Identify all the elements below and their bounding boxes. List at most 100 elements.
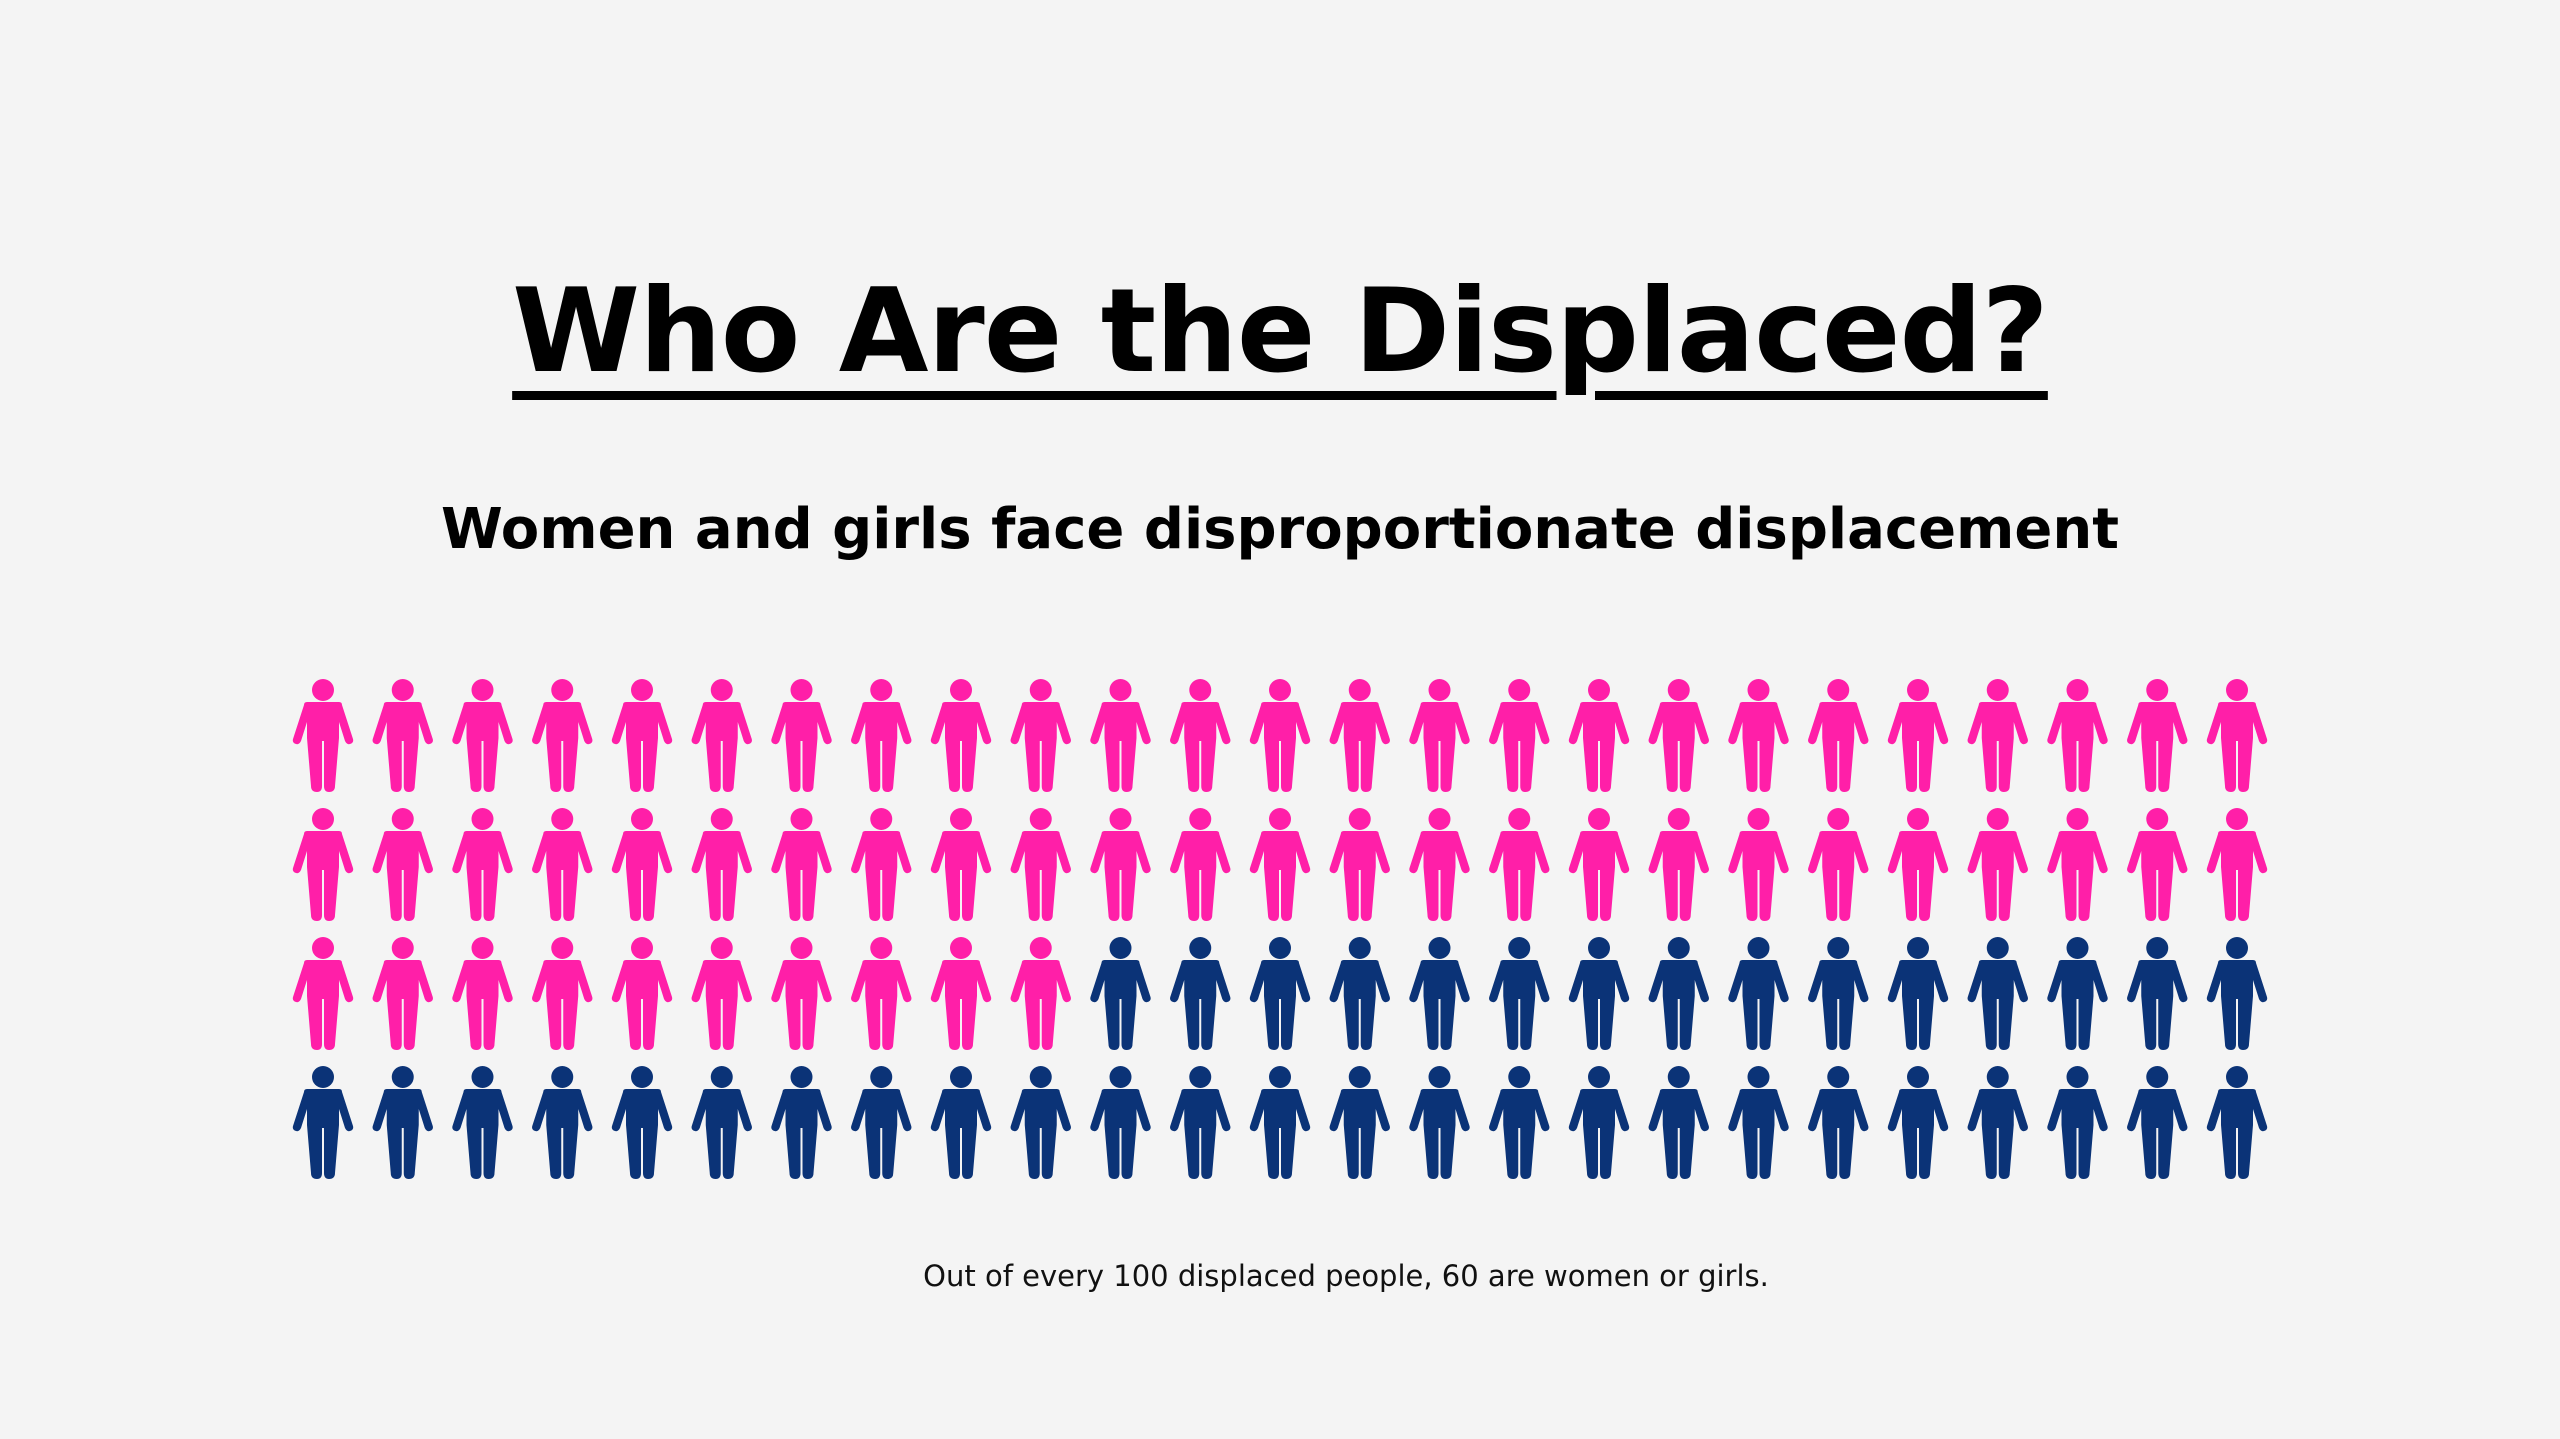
person-icon xyxy=(1728,808,1789,921)
person-icon xyxy=(1728,1066,1789,1179)
person-icon xyxy=(1329,937,1390,1050)
person-icon xyxy=(532,1066,593,1179)
person-icon xyxy=(1887,1066,1949,1179)
person-icon xyxy=(930,937,992,1050)
person-icon xyxy=(2127,1066,2188,1179)
person-icon xyxy=(532,808,593,921)
person-icon xyxy=(372,1066,433,1179)
person-icon xyxy=(851,679,912,792)
person-icon xyxy=(1170,679,1231,792)
person-icon xyxy=(1808,679,1869,792)
person-icon xyxy=(1489,808,1550,921)
person-icon xyxy=(851,1066,912,1179)
person-icon xyxy=(1489,937,1550,1050)
person-icon xyxy=(691,937,752,1050)
person-icon xyxy=(2047,937,2108,1050)
person-icon xyxy=(1489,679,1550,792)
person-icon xyxy=(2127,937,2188,1050)
person-icon xyxy=(1329,679,1390,792)
person-icon xyxy=(292,1066,354,1179)
chart-caption: Out of every 100 displaced people, 60 ar… xyxy=(923,1259,1769,1293)
person-icon xyxy=(2127,679,2188,792)
person-icon xyxy=(452,937,513,1050)
person-icon xyxy=(452,808,513,921)
person-icon xyxy=(292,808,354,921)
person-icon xyxy=(532,937,593,1050)
person-icon xyxy=(1090,808,1151,921)
person-icon xyxy=(372,808,433,921)
person-icon xyxy=(1409,808,1470,921)
person-icon xyxy=(771,808,832,921)
person-icon xyxy=(1568,937,1630,1050)
person-icon xyxy=(1728,937,1789,1050)
person-icon xyxy=(1010,808,1071,921)
page-subtitle: Women and girls face disproportionate di… xyxy=(440,497,2120,562)
person-icon xyxy=(611,679,673,792)
person-icon xyxy=(292,679,354,792)
person-icon xyxy=(1728,679,1789,792)
person-icon xyxy=(1568,679,1630,792)
person-icon xyxy=(1887,937,1949,1050)
person-icon xyxy=(1249,679,1311,792)
person-icon xyxy=(1170,937,1231,1050)
person-icon xyxy=(1249,808,1311,921)
person-icon xyxy=(771,679,832,792)
person-icon xyxy=(452,679,513,792)
person-icon xyxy=(1808,1066,1869,1179)
person-icon xyxy=(930,679,992,792)
person-icon xyxy=(2047,808,2108,921)
person-icon xyxy=(1170,808,1231,921)
person-icon xyxy=(611,808,673,921)
person-icon xyxy=(2206,937,2268,1050)
person-icon xyxy=(1409,1066,1470,1179)
person-icon xyxy=(771,937,832,1050)
person-icon xyxy=(611,937,673,1050)
person-icon xyxy=(1409,679,1470,792)
person-icon xyxy=(1648,679,1709,792)
person-icon xyxy=(1808,937,1869,1050)
person-icon xyxy=(2127,808,2188,921)
person-icon xyxy=(1249,1066,1311,1179)
person-icon xyxy=(1568,808,1630,921)
person-icon xyxy=(1967,679,2028,792)
person-icon xyxy=(1648,1066,1709,1179)
person-icon xyxy=(1568,1066,1630,1179)
person-icon xyxy=(611,1066,673,1179)
person-icon xyxy=(1090,679,1151,792)
person-icon xyxy=(2206,1066,2268,1179)
person-icon xyxy=(851,808,912,921)
person-icon xyxy=(1010,937,1071,1050)
person-icon xyxy=(1489,1066,1550,1179)
person-icon xyxy=(1249,937,1311,1050)
person-icon xyxy=(1648,808,1709,921)
person-icon xyxy=(1010,1066,1071,1179)
page-title: Who Are the Displaced? xyxy=(512,264,2049,399)
person-icon xyxy=(1887,808,1949,921)
person-icon xyxy=(1170,1066,1231,1179)
person-icon xyxy=(691,679,752,792)
person-icon xyxy=(372,679,433,792)
person-icon xyxy=(691,1066,752,1179)
person-icon xyxy=(532,679,593,792)
person-icon xyxy=(1648,937,1709,1050)
person-icon xyxy=(1967,937,2028,1050)
person-icon xyxy=(1329,1066,1390,1179)
person-icon xyxy=(2206,679,2268,792)
person-icon xyxy=(1808,808,1869,921)
person-icon xyxy=(930,808,992,921)
person-icon xyxy=(1090,1066,1151,1179)
person-icon xyxy=(1409,937,1470,1050)
person-icon xyxy=(1329,808,1390,921)
person-icon xyxy=(1090,937,1151,1050)
person-icon xyxy=(292,937,354,1050)
person-icon xyxy=(452,1066,513,1179)
person-icon xyxy=(930,1066,992,1179)
person-icon xyxy=(1010,679,1071,792)
person-icon xyxy=(2206,808,2268,921)
person-icon xyxy=(771,1066,832,1179)
person-icon xyxy=(372,937,433,1050)
person-icon xyxy=(851,937,912,1050)
person-icon xyxy=(1967,808,2028,921)
person-icon xyxy=(1967,1066,2028,1179)
